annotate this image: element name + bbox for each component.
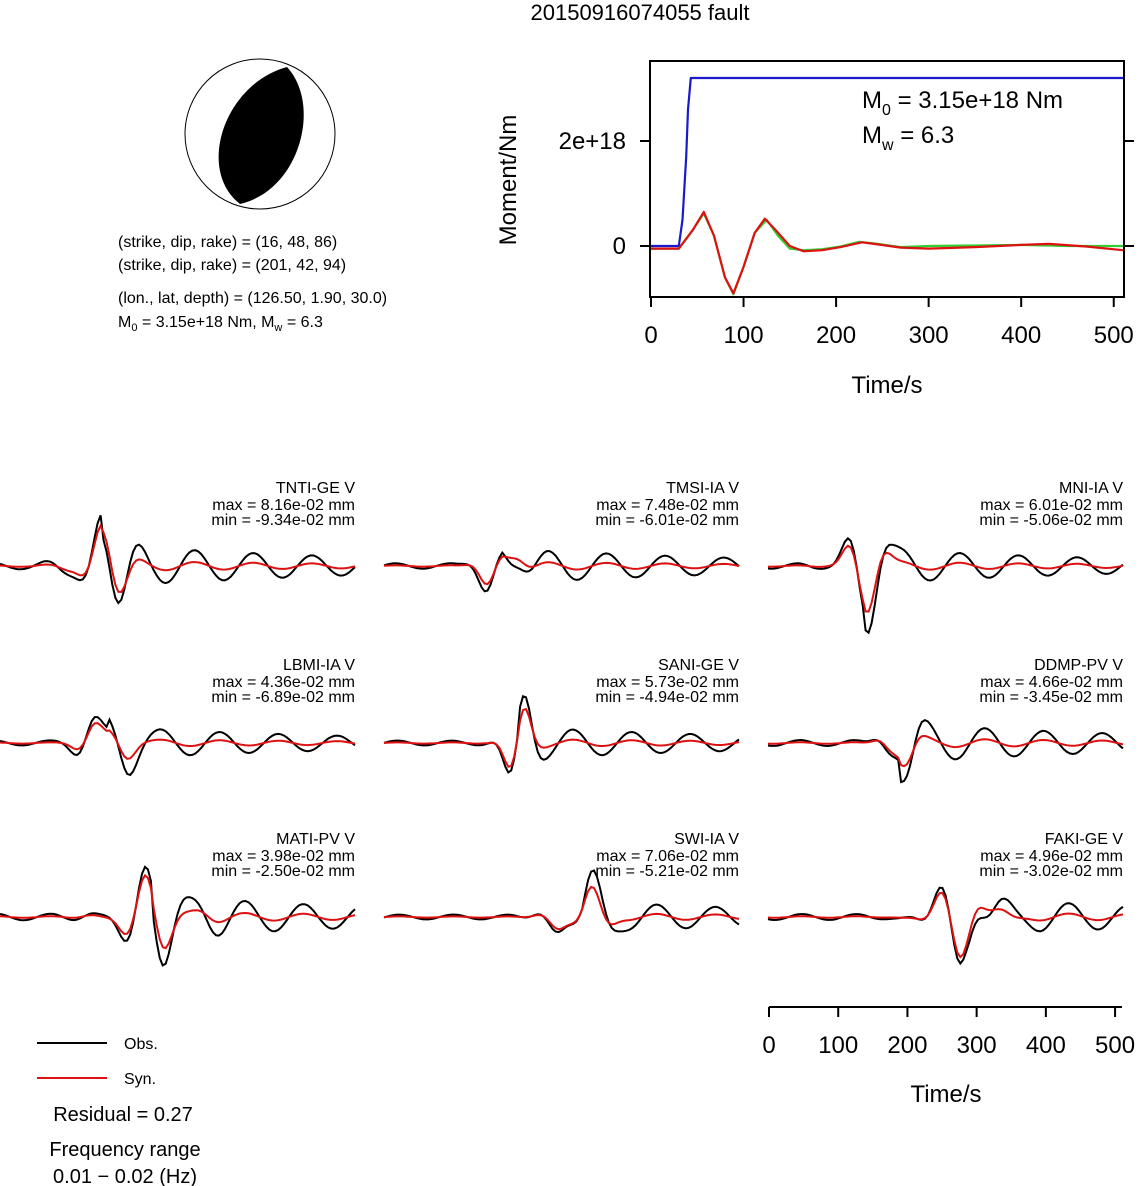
panel-min-label: min = -3.45e-02 mm xyxy=(979,689,1123,706)
frequency-range-label: Frequency range xyxy=(49,1139,200,1161)
mech-moment: M0 = 3.15e+18 Nm, Mw = 6.3 xyxy=(118,314,323,334)
moment-x-label: Time/s xyxy=(851,372,922,399)
panel-min-label: min = -6.01e-02 mm xyxy=(595,512,739,529)
moment-chart-frame xyxy=(649,60,1125,298)
series-moment_rate xyxy=(651,212,1123,296)
x-tick-label: 300 xyxy=(909,322,949,349)
panel-station-label: MNI-IA V xyxy=(1059,480,1123,497)
waveform-x-tick-label: 400 xyxy=(1026,1032,1066,1059)
observed-trace xyxy=(0,716,356,777)
x-tick-label: 400 xyxy=(1001,322,1041,349)
observed-trace xyxy=(383,695,740,774)
figure-title: 20150916074055 fault xyxy=(531,0,750,25)
mechanism-info: (strike, dip, rake) = (16, 48, 86) (stri… xyxy=(118,234,387,334)
panel-station-label: SANI-GE V xyxy=(658,657,739,674)
waveform-x-tick-label: 200 xyxy=(887,1032,927,1059)
panel-max-label: max = 4.36e-02 mm xyxy=(212,674,355,691)
waveform-x-tick-label: 100 xyxy=(818,1032,858,1059)
panel-max-label: max = 3.98e-02 mm xyxy=(212,848,355,865)
observed-trace xyxy=(767,536,1124,635)
series-moment_rate2 xyxy=(651,210,1124,295)
panel-max-label: max = 4.96e-02 mm xyxy=(980,848,1123,865)
synthetic-trace xyxy=(383,885,740,931)
panel-station-label: FAKI-GE V xyxy=(1045,831,1124,848)
y-tick-label: 2e+18 xyxy=(559,128,626,155)
waveform-x-tick-label: 300 xyxy=(957,1032,997,1059)
y-tick-label: 0 xyxy=(613,233,626,260)
panel-max-label: max = 7.06e-02 mm xyxy=(596,848,739,865)
panel-station-label: DDMP-PV V xyxy=(1034,657,1123,674)
legend-obs-label: Obs. xyxy=(124,1036,158,1053)
series-cumulative xyxy=(651,76,1123,248)
waveform-x-tick-label: 500 xyxy=(1095,1032,1135,1059)
mech-plane1: (strike, dip, rake) = (16, 48, 86) xyxy=(118,234,337,251)
moment-annotation-mw: Mw = 6.3 xyxy=(862,122,954,154)
observed-trace xyxy=(383,550,740,593)
x-tick-label: 200 xyxy=(816,322,856,349)
synthetic-trace xyxy=(0,722,356,760)
observed-trace xyxy=(767,886,1124,966)
moment-chart: M0 = 3.15e+18 Nm Mw = 6.3 Time/s Moment/… xyxy=(495,60,1134,399)
synthetic-trace xyxy=(0,523,356,594)
waveform-x-tick-label: 0 xyxy=(762,1032,775,1059)
panel-min-label: min = -5.21e-02 mm xyxy=(595,863,739,880)
synthetic-trace xyxy=(383,555,740,586)
beachball-compression-quadrant xyxy=(218,67,304,204)
synthetic-trace xyxy=(383,707,740,768)
frequency-range-value: 0.01 − 0.02 (Hz) xyxy=(53,1166,197,1186)
observed-trace xyxy=(767,718,1124,784)
panel-max-label: max = 5.73e-02 mm xyxy=(596,674,739,691)
residual-text: Residual = 0.27 xyxy=(53,1104,193,1126)
x-tick-label: 100 xyxy=(724,322,764,349)
x-tick-label: 0 xyxy=(644,322,657,349)
panel-station-label: SWI-IA V xyxy=(674,831,739,848)
beachball xyxy=(184,58,336,210)
panel-max-label: max = 6.01e-02 mm xyxy=(980,497,1123,514)
panel-min-label: min = -3.02e-02 mm xyxy=(979,863,1123,880)
panel-max-label: max = 7.48e-02 mm xyxy=(596,497,739,514)
panel-min-label: min = -2.50e-02 mm xyxy=(211,863,355,880)
waveform-x-label: Time/s xyxy=(910,1081,981,1108)
observed-trace xyxy=(0,865,356,967)
waveform-time-axis: Time/s 0 100 200 300 400 500 xyxy=(762,1006,1135,1108)
legend-syn-label: Syn. xyxy=(124,1071,156,1088)
mech-location: (lon., lat, depth) = (126.50, 1.90, 30.0… xyxy=(118,290,387,307)
x-tick-label: 500 xyxy=(1094,322,1134,349)
synthetic-trace xyxy=(767,734,1124,768)
panel-station-label: TNTI-GE V xyxy=(276,480,355,497)
panel-station-label: TMSI-IA V xyxy=(666,480,739,497)
moment-y-label: Moment/Nm xyxy=(495,115,522,246)
panel-max-label: max = 4.66e-02 mm xyxy=(980,674,1123,691)
panel-min-label: min = -9.34e-02 mm xyxy=(211,512,355,529)
panel-max-label: max = 8.16e-02 mm xyxy=(212,497,355,514)
synthetic-trace xyxy=(767,891,1124,959)
synthetic-trace xyxy=(767,544,1124,613)
mech-plane2: (strike, dip, rake) = (201, 42, 94) xyxy=(118,257,346,274)
panel-min-label: min = -6.89e-02 mm xyxy=(211,689,355,706)
synthetic-trace xyxy=(0,873,356,950)
legend: Obs. Syn. xyxy=(37,1036,158,1088)
moment-annotation-m0: M0 = 3.15e+18 Nm xyxy=(862,87,1063,119)
panel-station-label: LBMI-IA V xyxy=(283,657,355,674)
panel-station-label: MATI-PV V xyxy=(276,831,355,848)
panel-min-label: min = -4.94e-02 mm xyxy=(595,689,739,706)
panel-min-label: min = -5.06e-02 mm xyxy=(979,512,1123,529)
